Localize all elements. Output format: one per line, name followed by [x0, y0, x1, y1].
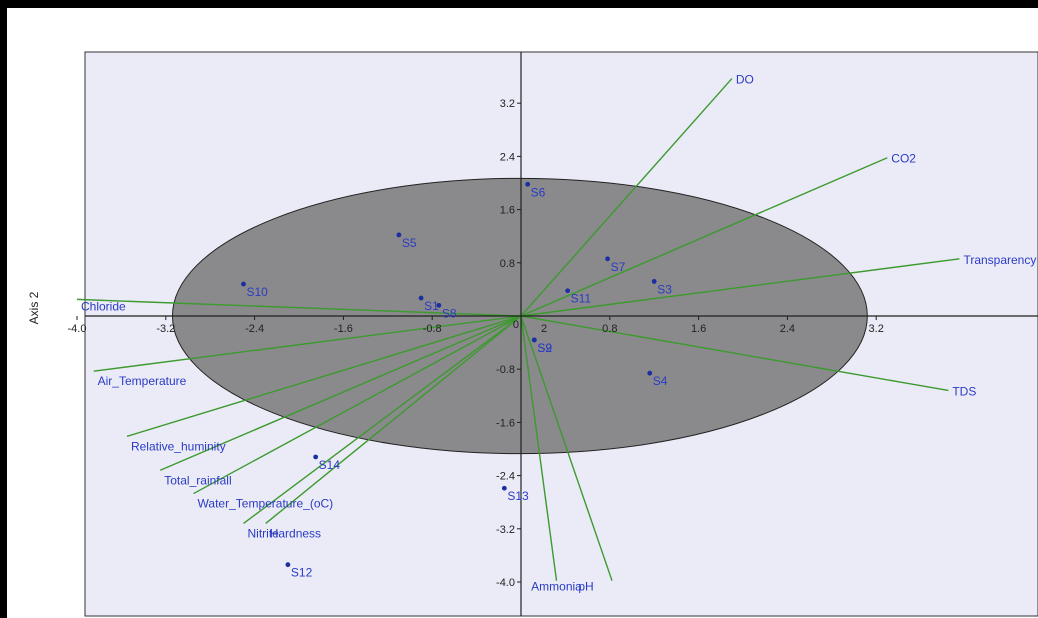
x-tick-label: 2.4 — [780, 323, 795, 335]
point-label-s14: S14 — [319, 458, 341, 472]
y-tick-label: 1.6 — [500, 205, 515, 217]
loading-vector-tds — [520, 315, 949, 392]
point-s1 — [418, 295, 424, 301]
point-label-s5: S5 — [402, 236, 417, 250]
point-label-s4: S4 — [653, 374, 668, 388]
vector-label-total-rainfall: Total_rainfall — [164, 473, 231, 487]
point-label-s8: S8 — [442, 306, 457, 320]
vector-label-air-temperature: Air_Temperature — [98, 374, 187, 388]
point-s8 — [436, 302, 442, 308]
x-tick-label: -2.4 — [245, 323, 264, 335]
loading-vector-do — [520, 78, 733, 317]
loading-vector-transparency — [520, 258, 960, 317]
y-tick-label: 0.8 — [500, 258, 515, 270]
loading-vector-air-temperature — [93, 315, 522, 372]
y-tick-label: -2.4 — [496, 471, 515, 483]
point-s10 — [241, 281, 246, 287]
vector-label-ph: pH — [578, 580, 593, 594]
point-s3 — [651, 279, 657, 284]
vector-label-transparency: Transparency — [963, 253, 1036, 267]
loading-vector-ph — [520, 315, 613, 581]
vector-label-chloride: Chloride — [81, 299, 126, 313]
vector-label-hardness: Hardness — [270, 526, 321, 540]
point-s7 — [605, 256, 610, 262]
point-s4 — [647, 370, 653, 376]
point-label-s2: S2 — [537, 341, 552, 355]
origin-label: 0 — [513, 319, 519, 331]
vector-label-nitrite: Nitrite — [248, 526, 280, 540]
y-tick-label: 2.4 — [500, 151, 515, 163]
x-tick-label: -3.2 — [156, 323, 175, 335]
point-s9 — [531, 337, 537, 343]
point-label-s10: S10 — [247, 285, 269, 299]
y-tick-label: -0.8 — [496, 364, 515, 376]
point-label-s6: S6 — [531, 185, 546, 199]
point-label-s11: S11 — [571, 292, 592, 306]
loading-vector-hardness — [265, 315, 522, 525]
vector-label-relative-huminity: Relative_huminity — [131, 439, 226, 453]
x-tick-label: -1.6 — [334, 323, 353, 335]
point-label-s3: S3 — [657, 282, 672, 296]
pca-biplot: S1 S2 S3 S4 S5 S6 S7 S8 S9 S10 S11 S12 S13 S14 DO CO2 T… — [27, 51, 1038, 617]
vector-label-do: DO — [736, 73, 754, 87]
y-tick-label: -1.6 — [496, 417, 515, 429]
point-s6 — [525, 181, 531, 187]
loading-vector-chloride — [76, 298, 522, 317]
point-label-s7: S7 — [611, 260, 626, 274]
vector-label-co2: CO2 — [891, 152, 916, 166]
loading-vector-water-temperature-oc- — [193, 315, 522, 495]
vector-label-tds: TDS — [952, 384, 976, 398]
loading-vector-nitrite — [243, 315, 522, 525]
y-tick-label: -3.2 — [496, 524, 515, 536]
point-label-s9: S9 — [537, 341, 552, 355]
vector-label-ammonia: Ammonia — [531, 580, 582, 594]
point-label-s13: S13 — [507, 489, 529, 503]
point-s12 — [285, 562, 291, 568]
y-tick-label: 3.2 — [500, 98, 515, 110]
loading-vector-co2 — [520, 157, 888, 317]
x-tick-label: 0.8 — [602, 323, 617, 335]
loading-vector-relative-huminity — [126, 315, 522, 438]
point-s5 — [396, 232, 402, 238]
x-tick-label: 1.6 — [691, 323, 706, 335]
chart-frame: S1 S2 S3 S4 S5 S6 S7 S8 S9 S10 S11 S12 S13 S14 DO CO2 T… — [7, 8, 1038, 618]
point-s13 — [501, 485, 507, 491]
loading-vector-ammonia — [520, 315, 558, 581]
y-tick-label: -4.0 — [496, 577, 515, 589]
origin-label: 2 — [541, 323, 547, 335]
point-s11 — [565, 288, 571, 294]
point-label-s1: S1 — [424, 299, 439, 313]
point-label-s12: S12 — [291, 566, 313, 580]
x-tick-label: -0.8 — [423, 323, 442, 335]
y-axis-title: Axis 2 — [27, 291, 41, 324]
point-s14 — [313, 454, 319, 460]
loading-vector-total-rainfall — [159, 315, 522, 471]
x-tick-label: 3.2 — [869, 323, 884, 335]
vector-label-water-temperature-oc-: Water_Temperature_(oC) — [198, 497, 334, 511]
x-tick-label: -4.0 — [68, 323, 87, 335]
